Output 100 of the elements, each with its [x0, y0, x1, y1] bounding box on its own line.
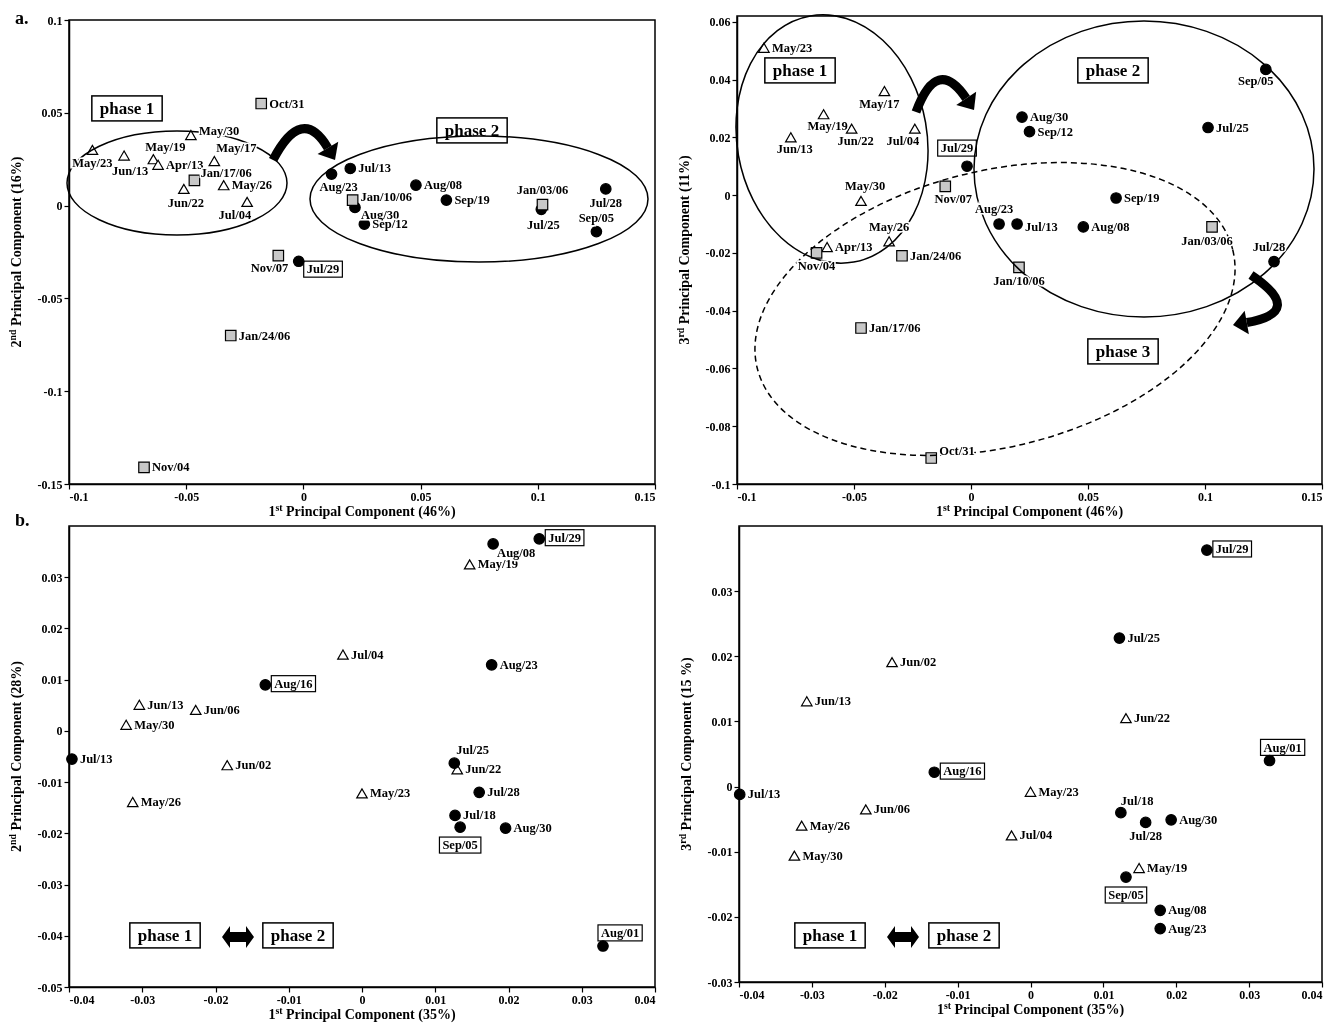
data-label: Sep/05 — [578, 210, 615, 225]
annotation: phase 1 — [137, 925, 193, 945]
data-label: Sep/12 — [1037, 124, 1073, 139]
y-tick-label: 0.05 — [41, 106, 63, 121]
data-label: Jan/10/06 — [360, 189, 413, 204]
data-label: Jul/28 — [1129, 829, 1162, 844]
x-axis-title: 1$^{st}$ Principal Component (35%) — [268, 1004, 456, 1023]
y-tick-label: 0 — [56, 724, 63, 739]
y-tick-label: -0.15 — [37, 477, 63, 492]
data-label: Jan/24/06 — [238, 328, 291, 343]
x-tick-label: 0.04 — [634, 992, 656, 1007]
data-label: May/26 — [140, 794, 182, 809]
data-label: Jul/04 — [886, 133, 920, 148]
data-label: Aug/08 — [1168, 903, 1207, 918]
x-tick-label: -0.01 — [276, 992, 302, 1007]
x-tick-label: 0 — [968, 489, 975, 504]
data-label: Jun/02 — [900, 655, 937, 670]
y-tick-label: -0.08 — [705, 419, 731, 434]
x-tick-label: 0.02 — [1166, 987, 1188, 1002]
x-tick-label: -0.05 — [842, 489, 867, 504]
x-axis-title: 1$^{st}$ Principal Component (46%) — [935, 501, 1124, 520]
data-label: Jul/13 — [747, 787, 781, 802]
x-tick-label: 0.02 — [498, 992, 520, 1007]
y-tick-label: 0.03 — [41, 570, 63, 585]
data-label: Jul/18 — [463, 808, 496, 823]
data-label: Jan/03/06 — [1181, 233, 1233, 248]
y-tick-label: 0.01 — [711, 714, 733, 729]
data-label: Aug/01 — [1263, 740, 1302, 755]
data-label: May/17 — [216, 140, 257, 155]
x-tick-label: 0.04 — [1301, 987, 1323, 1002]
y-tick-label: 0.03 — [711, 584, 733, 599]
data-label: May/26 — [231, 178, 272, 193]
data-label: Jun/22 — [465, 762, 502, 777]
x-tick-label: 0.01 — [425, 992, 447, 1007]
data-label: Aug/23 — [319, 179, 358, 194]
annotation: phase 1 — [772, 60, 828, 80]
data-label: May/30 — [802, 848, 843, 863]
data-label: Jun/13 — [814, 694, 851, 709]
data-label: Sep/19 — [454, 192, 490, 207]
data-label: Jul/13 — [79, 751, 113, 766]
x-axis-title: 1$^{st}$ Principal Component (35%) — [936, 999, 1125, 1018]
y-tick-label: -0.01 — [37, 775, 63, 790]
text: b. — [15, 510, 30, 531]
y-tick-label: -0.1 — [43, 384, 63, 399]
x-tick-label: -0.05 — [174, 489, 200, 504]
y-tick-label: 0 — [724, 188, 731, 203]
data-label: Jun/06 — [873, 802, 910, 817]
data-label: Jun/22 — [1133, 711, 1171, 726]
y-tick-label: 0.06 — [709, 15, 731, 30]
data-label: Jul/28 — [1252, 239, 1286, 254]
x-tick-label: 0.03 — [1239, 987, 1261, 1002]
data-label: Apr/13 — [835, 239, 873, 254]
data-label: Jul/13 — [1025, 219, 1058, 234]
data-label: Nov/04 — [797, 258, 837, 273]
data-label: Nov/04 — [152, 460, 191, 475]
data-label: Aug/30 — [513, 821, 552, 836]
data-label: Jul/18 — [1120, 793, 1154, 808]
data-label: Nov/07 — [250, 260, 289, 275]
data-label: Sep/05 — [442, 838, 478, 853]
data-label: May/30 — [844, 178, 886, 193]
data-label: Jul/04 — [218, 207, 252, 222]
x-tick-label: 0.1 — [530, 489, 546, 504]
x-tick-label: -0.02 — [872, 987, 898, 1002]
data-label: Aug/16 — [274, 676, 313, 691]
x-axis-title: 1$^{st}$ Principal Component (46%) — [268, 501, 456, 520]
data-label: May/30 — [134, 717, 175, 732]
annotation: phase 2 — [1085, 60, 1141, 80]
x-tick-label: -0.03 — [799, 987, 825, 1002]
x-tick-label: 0 — [300, 489, 307, 504]
data-label: Jun/06 — [203, 702, 240, 717]
annotation: phase 2 — [936, 925, 992, 945]
y-tick-label: -0.1 — [711, 477, 731, 492]
data-label: May/26 — [809, 818, 850, 833]
data-label: Jul/13 — [358, 161, 391, 176]
data-label: Aug/30 — [1179, 812, 1218, 827]
annotation: phase 1 — [99, 98, 155, 118]
data-label: Jul/04 — [1019, 828, 1053, 843]
data-label: Jan/17/06 — [869, 320, 921, 335]
y-tick-label: -0.04 — [705, 304, 731, 319]
x-tick-label: 0.15 — [634, 489, 656, 504]
y-tick-label: 0.02 — [709, 130, 731, 145]
data-label: Jul/25 — [1127, 630, 1161, 645]
data-label: May/19 — [1147, 860, 1188, 875]
data-label: Jul/29 — [548, 530, 581, 545]
data-label: Jun/22 — [837, 133, 874, 148]
data-label: Sep/05 — [1108, 887, 1144, 902]
y-tick-label: 0.1 — [47, 13, 63, 28]
x-tick-label: 0.1 — [1198, 489, 1213, 504]
data-label: May/23 — [1038, 784, 1079, 799]
y-tick-label: 0 — [726, 780, 733, 795]
data-label: May/19 — [807, 119, 848, 134]
x-tick-label: 0.05 — [1078, 489, 1099, 504]
x-tick-label: 0.01 — [1093, 987, 1115, 1002]
data-label: Nov/07 — [934, 192, 973, 207]
y-tick-label: -0.02 — [705, 246, 731, 261]
data-label: Jul/29 — [1215, 541, 1249, 556]
data-label: Jul/28 — [487, 785, 520, 800]
data-label: Aug/23 — [1168, 921, 1207, 936]
y-tick-label: -0.01 — [707, 845, 733, 860]
y-tick-label: -0.03 — [707, 975, 733, 990]
